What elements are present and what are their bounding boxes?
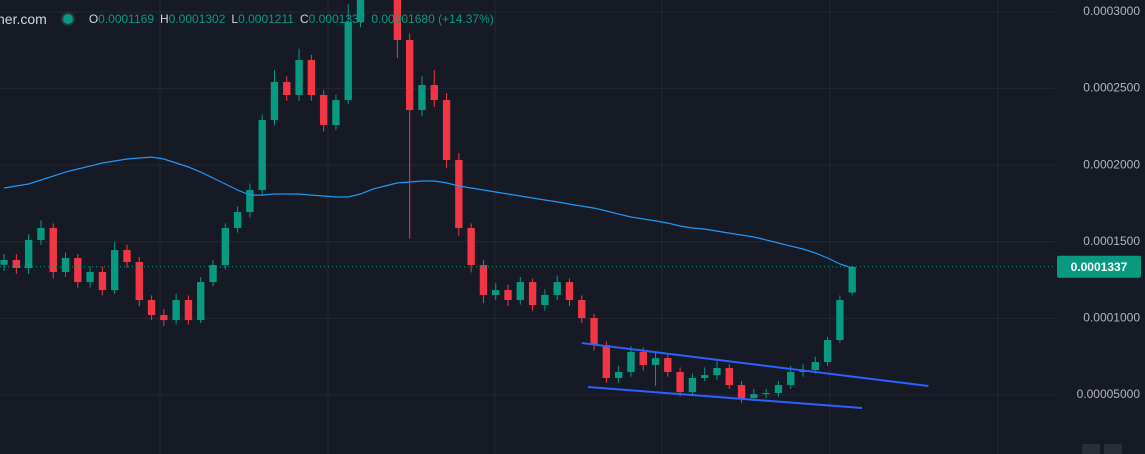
- y-tick-label: 0.0001500: [1083, 234, 1140, 248]
- candle-body: [393, 0, 402, 40]
- y-tick-label: 0.00005000: [1077, 387, 1141, 401]
- candle-body: [455, 159, 463, 228]
- candle-body: [541, 294, 549, 306]
- candle-body: [12, 260, 21, 268]
- candle-body: [86, 271, 94, 283]
- candle-body: [123, 250, 131, 263]
- candle-body: [197, 282, 205, 321]
- candle-body: [504, 290, 512, 301]
- candle-body: [98, 271, 107, 291]
- candle-body: [307, 60, 316, 95]
- candle-body: [270, 81, 279, 120]
- ohlc-key: O: [88, 12, 99, 26]
- candle-body: [602, 345, 611, 379]
- candle-body: [258, 119, 266, 190]
- y-tick-label: 0.0001000: [1083, 311, 1140, 325]
- candle-body: [627, 351, 635, 373]
- candle-body: [110, 250, 119, 291]
- candle-body: [344, 22, 352, 101]
- candle-body: [578, 300, 586, 319]
- price-axis: 0.00005000 0.0001000 0.0001500 0.0002000 0.0…: [1057, 4, 1141, 401]
- candle-body: [713, 368, 721, 376]
- candle-body: [750, 394, 758, 399]
- ohlc-value: 0.0001337: [308, 12, 366, 26]
- candle-body: [774, 385, 783, 394]
- candle-body: [283, 81, 291, 95]
- candle-body: [61, 258, 70, 272]
- candle-body: [516, 282, 524, 301]
- ohlc-key: C: [299, 12, 309, 26]
- candle-body: [836, 300, 844, 341]
- last-price-box: [1057, 255, 1141, 278]
- candle-body: [553, 282, 561, 295]
- candle-body: [848, 266, 856, 293]
- candle-body: [160, 315, 168, 321]
- candle-body: [590, 318, 598, 346]
- candle-body: [319, 94, 328, 126]
- candle-body: [221, 227, 229, 266]
- vertical-grid: [159, 0, 999, 454]
- candle-body: [479, 265, 488, 295]
- candle-body: [725, 368, 733, 386]
- candle-body: [405, 39, 414, 111]
- candle-body: [664, 358, 672, 373]
- plot-area: [0, 0, 1055, 410]
- scale-button[interactable]: [1082, 444, 1100, 454]
- candle-body: [172, 300, 180, 321]
- candle-body: [737, 385, 746, 399]
- candle-body: [37, 227, 45, 240]
- candle-body: [651, 358, 660, 365]
- candle-body: [295, 60, 303, 95]
- candle-body: [811, 362, 819, 371]
- candle-body: [332, 100, 340, 126]
- legend-header: ner.com O 0.0001169 H 0.0001302 L 0.0001211…: [0, 11, 494, 27]
- candle-body: [418, 85, 426, 111]
- last-price-label: 0.0001337: [1071, 260, 1128, 274]
- trend-line: [587, 386, 863, 410]
- candle-body: [74, 258, 82, 283]
- candle-body: [614, 372, 623, 379]
- candle-body: [49, 227, 57, 272]
- ohlc-key: L: [231, 12, 239, 26]
- moving-average: [4, 156, 853, 269]
- ohlc-value: 0.0001302: [168, 12, 226, 26]
- candle-body: [787, 372, 795, 386]
- candle-body: [528, 282, 537, 306]
- grid: [0, 11, 1055, 396]
- candle-body: [492, 290, 500, 295]
- ohlc-value: 0.0001169: [98, 12, 154, 26]
- candle-body: [430, 85, 438, 101]
- candle-body: [700, 375, 709, 379]
- candle-body: [184, 300, 193, 321]
- candle-body: [442, 100, 451, 160]
- candle-body: [246, 189, 254, 213]
- candle-body: [356, 0, 365, 23]
- candle-body: [0, 260, 8, 265]
- candle-body: [147, 300, 156, 316]
- candle-body: [565, 282, 574, 301]
- candle-body: [639, 351, 647, 365]
- change: 0.00001680 (+14.37%): [371, 12, 494, 26]
- source: ner.com: [0, 11, 47, 27]
- y-tick-label: 0.0003000: [1083, 4, 1140, 18]
- ohlc-value: 0.0001211: [238, 12, 294, 26]
- candle-body: [24, 239, 33, 268]
- candle-body: [762, 393, 770, 395]
- candle-body: [467, 227, 475, 266]
- ohlc-key: H: [160, 12, 169, 26]
- candle-body: [135, 262, 143, 301]
- trend-line: [581, 342, 929, 387]
- candle-body: [233, 212, 242, 228]
- y-tick-label: 0.0002500: [1083, 81, 1140, 95]
- y-tick-label: 0.0002000: [1083, 157, 1140, 171]
- scale-button[interactable]: [1104, 444, 1122, 454]
- candle-body: [688, 378, 697, 393]
- candle-body: [676, 372, 684, 393]
- status-dot: [60, 12, 75, 26]
- candle-body: [823, 340, 832, 363]
- candle-body: [209, 265, 217, 283]
